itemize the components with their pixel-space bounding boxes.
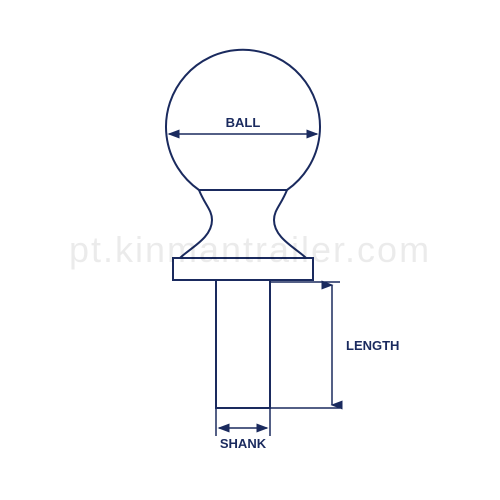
flange-outline — [173, 258, 313, 280]
length-dimension-label: LENGTH — [346, 338, 399, 353]
neck-outline — [180, 190, 306, 258]
hitch-ball-diagram: BALL LENGTH SHANK — [0, 0, 500, 500]
shank-dimension-label: SHANK — [220, 436, 267, 451]
shank-outline — [216, 280, 270, 408]
ball-dimension-label: BALL — [226, 115, 261, 130]
